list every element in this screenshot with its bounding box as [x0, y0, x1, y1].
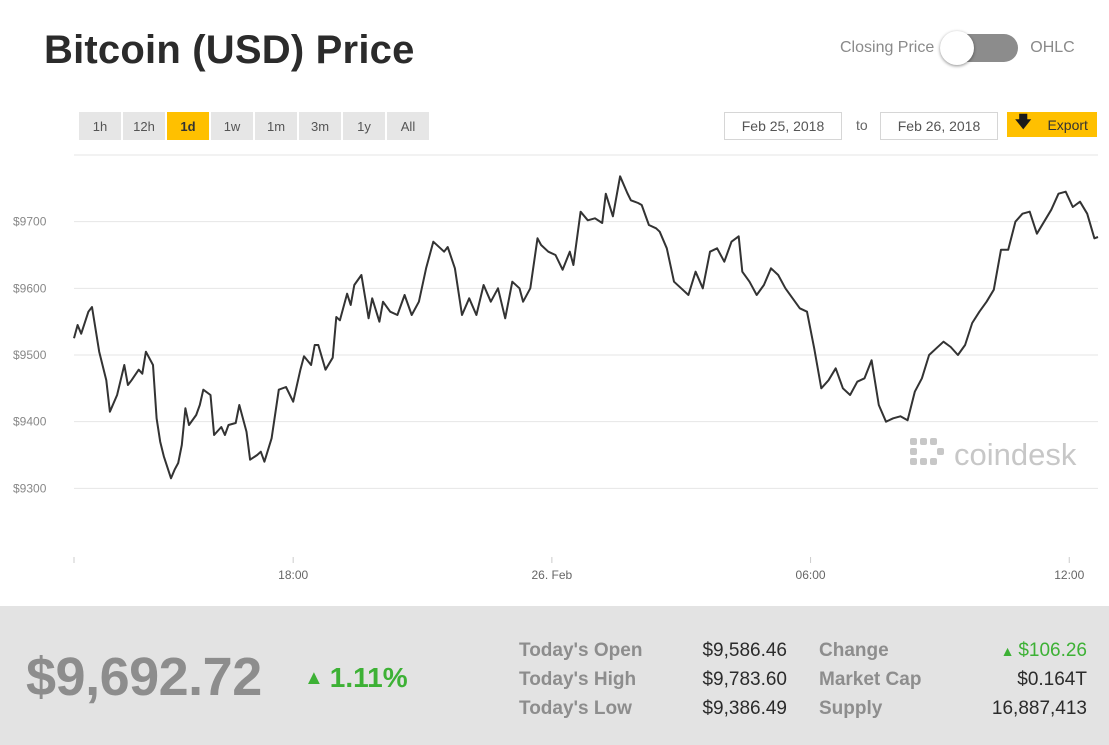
y-tick-label: $9600	[13, 281, 47, 295]
up-triangle-icon: ▲	[304, 666, 324, 689]
stat-label-change: Change	[819, 640, 889, 661]
stat-label-todays-high: Today's High	[519, 669, 637, 690]
range-button-3m[interactable]: 3m	[299, 112, 341, 140]
toggle-label-ohlc: OHLC	[1030, 39, 1075, 56]
date-range-separator: to	[856, 117, 868, 133]
x-axis-ticks: 18:00 26. Feb 06:00 12:00	[73, 557, 1085, 582]
price-line	[73, 175, 1099, 480]
stat-value-todays-low: $9,386.49	[702, 698, 787, 719]
x-tick-label: 12:00	[1054, 568, 1084, 582]
page-title: Bitcoin (USD) Price	[44, 28, 415, 72]
price-chart: $9300 $9400 $9500 $9600 $9700 18:00 26. Feb 06…	[13, 154, 1099, 582]
x-tick-label: 26. Feb	[532, 568, 573, 582]
change-up-triangle-icon: ▲	[1000, 643, 1019, 659]
download-arrow-icon: 🡇	[1015, 114, 1032, 131]
stat-value-market-cap: $0.164T	[1017, 669, 1087, 690]
stat-label-todays-open: Today's Open	[519, 640, 643, 661]
stat-label-supply: Supply	[819, 698, 883, 719]
y-axis-ticks: $9300 $9400 $9500 $9600 $9700	[13, 215, 47, 496]
closing-ohlc-toggle-group: Closing Price OHLC	[840, 30, 1075, 66]
price-change-percent: ▲ 1.11%	[304, 662, 408, 694]
x-tick-label: 06:00	[796, 568, 826, 582]
stat-label-todays-low: Today's Low	[519, 698, 632, 719]
time-range-selector: 1h 12h 1d 1w 1m 3m 1y All	[79, 112, 429, 140]
range-button-1y[interactable]: 1y	[343, 112, 385, 140]
range-button-1d[interactable]: 1d	[167, 112, 209, 140]
range-button-1w[interactable]: 1w	[211, 112, 253, 140]
range-button-all[interactable]: All	[387, 112, 429, 140]
toggle-knob[interactable]	[940, 31, 975, 65]
stat-value-todays-open: $9,586.46	[702, 640, 787, 661]
date-from-input[interactable]: Feb 25, 2018	[724, 112, 842, 140]
stat-value-todays-high: $9,783.60	[702, 669, 787, 690]
stat-value-change-amount: $106.26	[1018, 640, 1087, 661]
y-tick-label: $9700	[13, 215, 47, 229]
y-tick-label: $9300	[13, 481, 47, 495]
stat-label-market-cap: Market Cap	[819, 669, 922, 690]
range-button-1h[interactable]: 1h	[79, 112, 121, 140]
y-tick-label: $9500	[13, 348, 47, 362]
current-price: $9,692.72	[26, 647, 262, 707]
price-summary-panel: $9,692.72 ▲ 1.11% Today's Open $9,586.46…	[0, 606, 1109, 745]
price-change-percent-value: 1.11%	[329, 662, 408, 693]
toggle-label-closing-price: Closing Price	[840, 39, 935, 56]
x-tick-label: 18:00	[278, 568, 308, 582]
stat-value-change: ▲ $106.26	[940, 640, 1087, 662]
date-to-input[interactable]: Feb 26, 2018	[880, 112, 998, 140]
range-button-12h[interactable]: 12h	[123, 112, 165, 140]
coindesk-watermark: coindesk	[908, 436, 1076, 474]
export-button-label: Export	[1047, 116, 1088, 133]
stat-value-supply: 16,887,413	[991, 698, 1087, 719]
coindesk-wordmark: coindesk	[954, 437, 1077, 472]
chart-mode-toggle[interactable]	[940, 31, 1019, 65]
coindesk-logo-icon	[910, 438, 944, 465]
y-tick-label: $9400	[13, 415, 47, 429]
export-button[interactable]: 🡇 Export	[1007, 112, 1097, 137]
range-button-1m[interactable]: 1m	[255, 112, 297, 140]
